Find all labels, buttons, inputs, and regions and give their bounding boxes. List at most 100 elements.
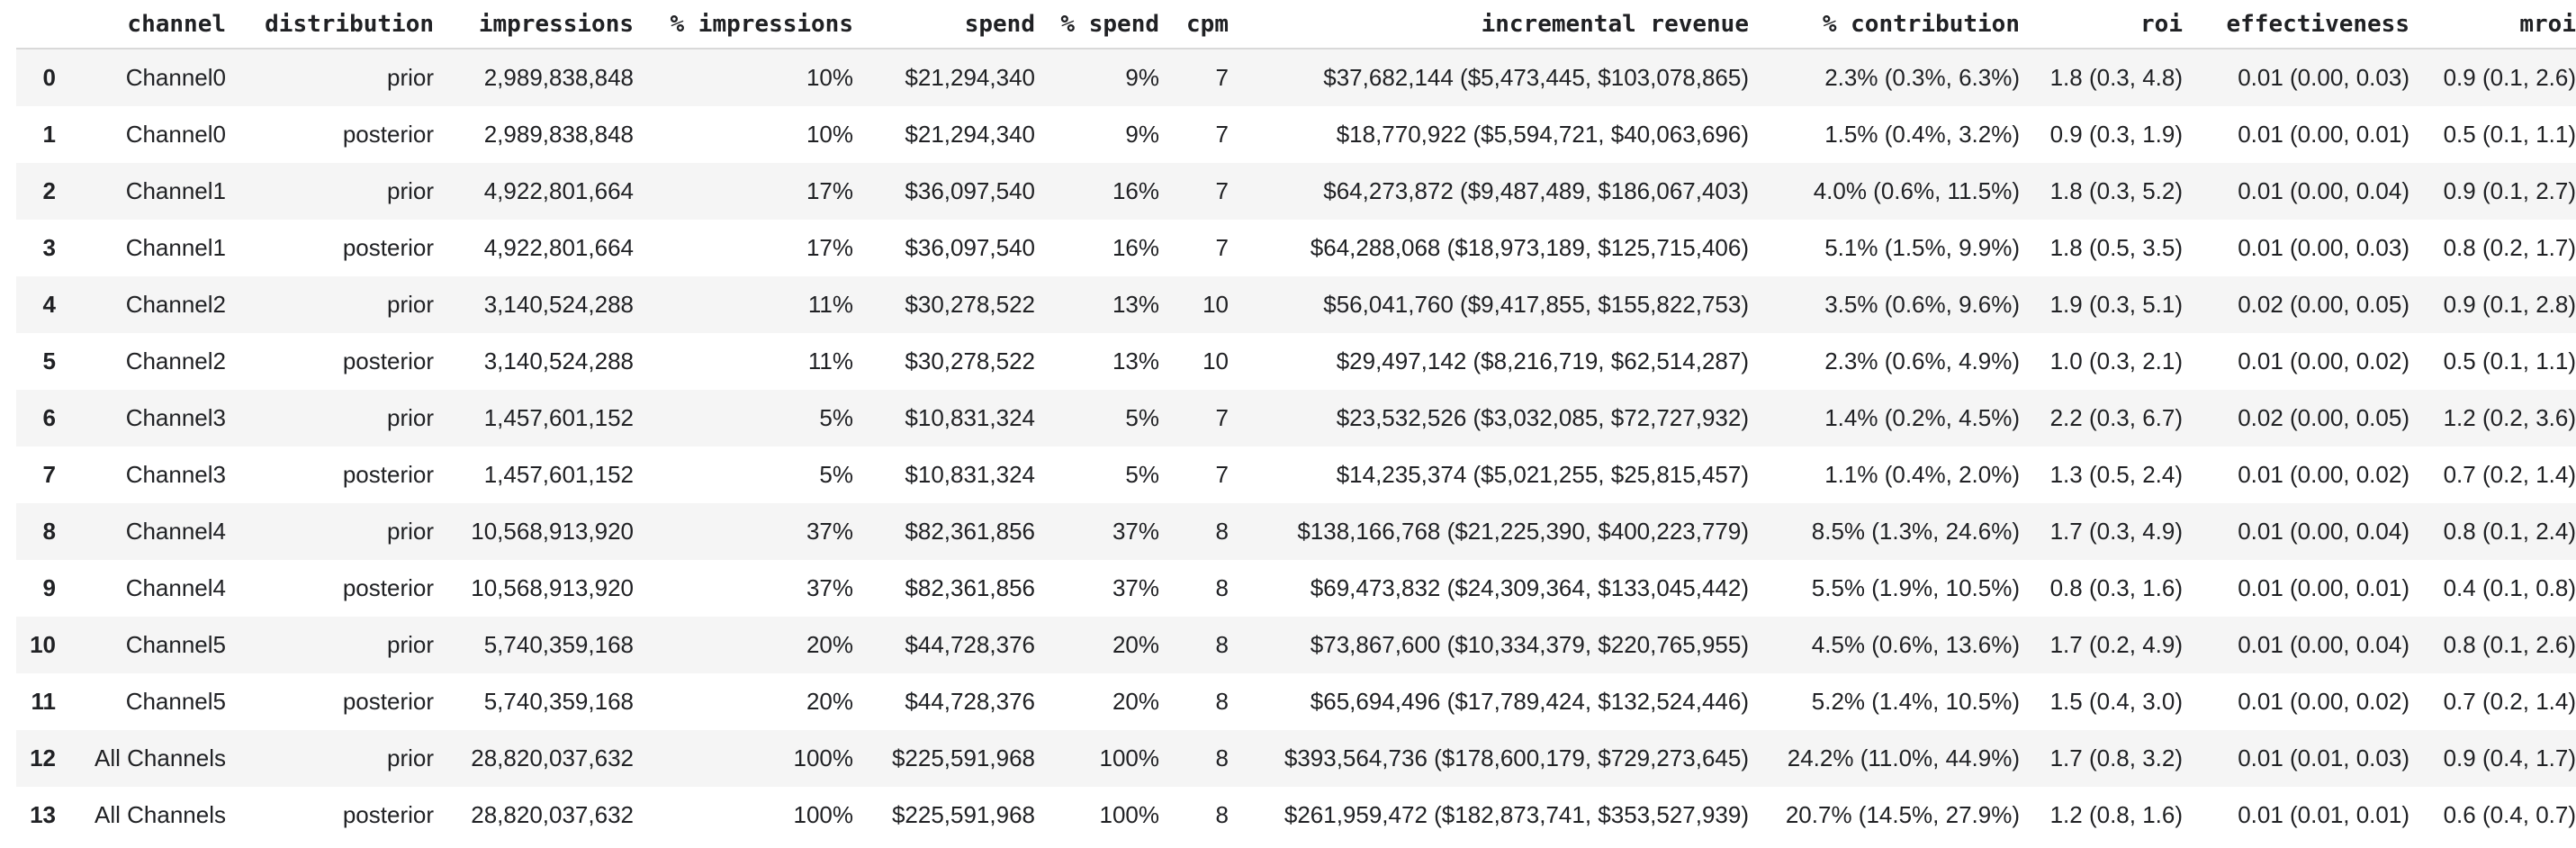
cell-impressions: 4,922,801,664 <box>483 177 634 204</box>
cell-impressions: 10% <box>806 64 853 91</box>
cell-effectiveness: 0.01 (0.00, 0.01) <box>2238 121 2409 148</box>
cell-effectiveness: 0.01 (0.00, 0.04) <box>2238 631 2409 658</box>
cell-contribution: 8.5% (1.3%, 24.6%) <box>1811 518 2020 545</box>
cell-spend: $36,097,540 <box>905 234 1035 261</box>
cell-cpm: 8 <box>1215 688 1229 715</box>
cell-mroi: 0.8 (0.1, 2.6) <box>2443 631 2576 658</box>
cell-cpm: 8 <box>1215 801 1229 828</box>
row-index: 1 <box>42 121 56 148</box>
cell-spend: 13% <box>1112 291 1159 318</box>
cell-cpm: 10 <box>1202 347 1229 374</box>
cell-mroi: 0.6 (0.4, 0.7) <box>2443 801 2576 828</box>
cell-channel: Channel5 <box>125 631 226 658</box>
cell-spend: $36,097,540 <box>905 177 1035 204</box>
cell-cpm: 8 <box>1215 631 1229 658</box>
cell-impressions: 10% <box>806 121 853 148</box>
cell-impressions: 28,820,037,632 <box>471 801 634 828</box>
cell-incremental-revenue: $138,166,768 ($21,225,390, $400,223,779) <box>1297 518 1749 545</box>
cell-roi: 0.8 (0.3, 1.6) <box>2049 574 2183 601</box>
cell-spend: 9% <box>1125 64 1159 91</box>
cell-channel: All Channels <box>95 801 226 828</box>
cell-incremental-revenue: $37,682,144 ($5,473,445, $103,078,865) <box>1323 64 1749 91</box>
cell-incremental-revenue: $393,564,736 ($178,600,179, $729,273,645… <box>1283 744 1749 771</box>
cell-roi: 1.7 (0.2, 4.9) <box>2049 631 2183 658</box>
cell-spend: $21,294,340 <box>905 64 1035 91</box>
cell-spend: 5% <box>1125 404 1159 431</box>
row-index: 4 <box>42 291 56 318</box>
table-row: 0 Channel0 prior 2,989,838,848 10% $21,294,34… <box>16 49 2576 106</box>
cell-contribution: 20.7% (14.5%, 27.9%) <box>1785 801 2020 828</box>
cell-spend: 100% <box>1099 744 1160 771</box>
cell-impressions: 11% <box>807 347 853 374</box>
cell-spend: 13% <box>1112 347 1159 374</box>
row-index: 6 <box>42 404 56 431</box>
cell-impressions: 1,457,601,152 <box>483 404 634 431</box>
cell-effectiveness: 0.02 (0.00, 0.05) <box>2238 291 2409 318</box>
row-index: 2 <box>42 177 56 204</box>
cell-distribution: posterior <box>342 234 434 261</box>
row-index: 5 <box>42 347 56 374</box>
column-header-distribution: distribution <box>226 0 434 50</box>
cell-spend: $82,361,856 <box>905 574 1035 601</box>
row-index: 7 <box>42 461 56 488</box>
cell-roi: 1.7 (0.8, 3.2) <box>2049 744 2183 771</box>
table-row: 1 Channel0 posterior 2,989,838,848 10% $21,29… <box>16 106 2576 163</box>
cell-spend: 20% <box>1112 631 1159 658</box>
cell-effectiveness: 0.01 (0.00, 0.03) <box>2238 64 2409 91</box>
cell-mroi: 0.4 (0.1, 0.8) <box>2443 574 2576 601</box>
cell-mroi: 0.8 (0.2, 1.7) <box>2443 234 2576 261</box>
cell-roi: 1.9 (0.3, 5.1) <box>2049 291 2183 318</box>
cell-cpm: 7 <box>1215 121 1229 148</box>
cell-effectiveness: 0.01 (0.01, 0.03) <box>2238 744 2409 771</box>
cell-effectiveness: 0.01 (0.00, 0.02) <box>2238 461 2409 488</box>
cell-mroi: 0.9 (0.1, 2.8) <box>2443 291 2576 318</box>
row-index: 13 <box>30 801 56 828</box>
cell-impressions: 100% <box>793 801 854 828</box>
cell-spend: $82,361,856 <box>905 518 1035 545</box>
table-row: 4 Channel2 prior 3,140,524,288 11% $30,278,52… <box>16 276 2576 333</box>
cell-mroi: 0.9 (0.1, 2.6) <box>2443 64 2576 91</box>
cell-spend: $10,831,324 <box>905 404 1035 431</box>
cell-impressions: 37% <box>806 574 853 601</box>
cell-distribution: posterior <box>342 461 434 488</box>
row-index: 11 <box>31 688 57 715</box>
cell-distribution: posterior <box>342 688 434 715</box>
cell-distribution: prior <box>386 404 434 431</box>
row-index: 9 <box>42 574 56 601</box>
cell-contribution: 1.1% (0.4%, 2.0%) <box>1824 461 2020 488</box>
cell-impressions: 10,568,913,920 <box>471 574 634 601</box>
cell-channel: Channel3 <box>125 404 226 431</box>
cell-channel: All Channels <box>95 744 226 771</box>
cell-effectiveness: 0.01 (0.01, 0.01) <box>2238 801 2409 828</box>
cell-mroi: 0.9 (0.1, 2.7) <box>2443 177 2576 204</box>
cell-incremental-revenue: $73,867,600 ($10,334,379, $220,765,955) <box>1310 631 1749 658</box>
table-row: 10 Channel5 prior 5,740,359,168 20% $44,728,3… <box>16 617 2576 673</box>
cell-contribution: 5.1% (1.5%, 9.9%) <box>1824 234 2020 261</box>
cell-impressions: 11% <box>807 291 853 318</box>
column-header-cpm: cpm <box>1159 0 1229 50</box>
cell-spend: 5% <box>1125 461 1159 488</box>
header-row: channel distribution impressions% impressi… <box>16 0 2576 50</box>
cell-impressions: 5% <box>819 404 853 431</box>
table-body: 0 Channel0 prior 2,989,838,848 10% $21,294,34… <box>16 49 2576 843</box>
cell-spend: 100% <box>1099 801 1160 828</box>
cell-distribution: prior <box>386 518 434 545</box>
cell-mroi: 0.7 (0.2, 1.4) <box>2443 688 2576 715</box>
cell-impressions: 3,140,524,288 <box>483 347 634 374</box>
cell-roi: 1.8 (0.3, 5.2) <box>2049 177 2183 204</box>
cell-impressions: 17% <box>806 234 853 261</box>
column-header-contribution: % contribution <box>1749 0 2020 50</box>
media-summary-table: channel distribution impressions% impressi… <box>16 0 2576 843</box>
cell-incremental-revenue: $23,532,526 ($3,032,085, $72,727,932) <box>1336 404 1749 431</box>
cell-impressions: 10,568,913,920 <box>471 518 634 545</box>
table-row: 9 Channel4 posterior 10,568,913,920 37% $82,3… <box>16 560 2576 617</box>
table-row: 11 Channel5 posterior 5,740,359,168 20% $44,7… <box>16 673 2576 730</box>
cell-impressions: 100% <box>793 744 854 771</box>
cell-roi: 0.9 (0.3, 1.9) <box>2049 121 2183 148</box>
cell-roi: 1.7 (0.3, 4.9) <box>2049 518 2183 545</box>
cell-incremental-revenue: $29,497,142 ($8,216,719, $62,514,287) <box>1336 347 1749 374</box>
cell-channel: Channel0 <box>125 121 226 148</box>
cell-spend: 16% <box>1112 234 1159 261</box>
cell-distribution: posterior <box>342 574 434 601</box>
cell-contribution: 5.5% (1.9%, 10.5%) <box>1811 574 2020 601</box>
